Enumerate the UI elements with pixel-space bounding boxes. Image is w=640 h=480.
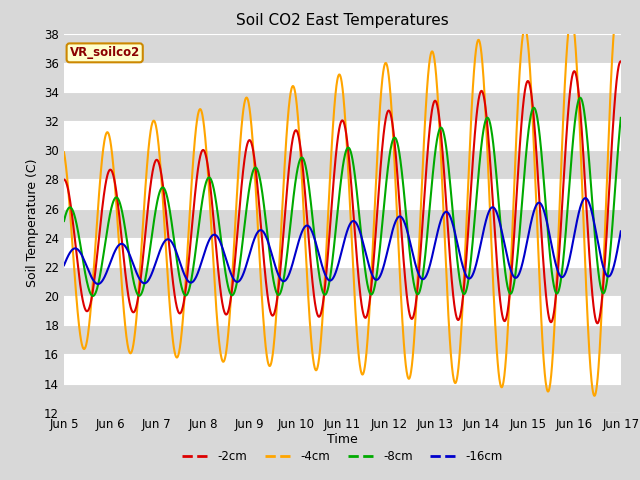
Bar <box>64 150 621 180</box>
Bar <box>64 92 621 121</box>
Bar <box>64 238 621 267</box>
Title: Soil CO2 East Temperatures: Soil CO2 East Temperatures <box>236 13 449 28</box>
Bar <box>64 296 621 325</box>
Bar <box>64 325 621 354</box>
Bar <box>64 63 621 92</box>
Bar <box>64 384 621 413</box>
Legend: -2cm, -4cm, -8cm, -16cm: -2cm, -4cm, -8cm, -16cm <box>177 445 508 468</box>
Bar <box>64 209 621 238</box>
Bar <box>64 354 621 384</box>
Text: VR_soilco2: VR_soilco2 <box>70 47 140 60</box>
Y-axis label: Soil Temperature (C): Soil Temperature (C) <box>26 159 38 288</box>
Bar <box>64 267 621 296</box>
Bar <box>64 121 621 150</box>
Bar <box>64 34 621 63</box>
X-axis label: Time: Time <box>327 433 358 446</box>
Bar <box>64 180 621 209</box>
